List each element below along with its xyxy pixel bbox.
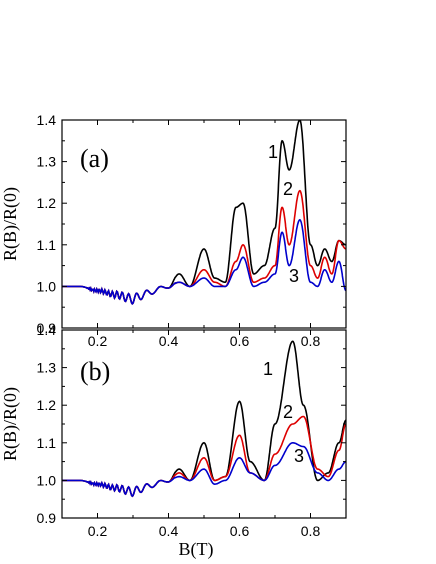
curve-label-2: 2	[283, 402, 293, 422]
y-tick-label: 1.2	[37, 195, 57, 211]
x-tick-label: 0.8	[301, 333, 321, 349]
y-tick-label: 0.9	[37, 510, 57, 526]
curve-label-3: 3	[289, 266, 299, 286]
panel-a: 0.9 1.0 1.1 1.2 1.3 1.4 0.2 0.4 0.6 0.8 R(B)/R(0) (…	[0, 112, 347, 349]
curve-label-2: 2	[283, 179, 293, 199]
x-tick-label: 0.2	[88, 333, 108, 349]
y-tick-label: 1.0	[37, 472, 57, 488]
y-axis-label: R(B)/R(0)	[0, 387, 21, 461]
y-tick-label: 1.4	[37, 112, 57, 128]
x-tick-label: 0.2	[88, 523, 108, 539]
y-tick-label: 1.1	[37, 237, 57, 253]
series-group	[62, 120, 346, 305]
x-axis-label: B(T)	[179, 539, 214, 560]
x-tick-label: 0.4	[159, 333, 179, 349]
y-tick-label: 1.4	[37, 322, 57, 338]
curve-label-1: 1	[263, 359, 273, 379]
panel-label: (b)	[80, 357, 110, 386]
panel-label: (a)	[80, 144, 109, 173]
panel-b: 0.9 1.0 1.1 1.2 1.3 1.4 0.2 0.4 0.6 0.8 R(B)/R(0) B…	[0, 322, 347, 560]
x-tick-label: 0.4	[159, 523, 179, 539]
y-tick-label: 1.0	[37, 278, 57, 294]
x-tick-label: 0.6	[230, 523, 250, 539]
curve-label-1: 1	[268, 142, 278, 162]
x-tick-label: 0.6	[230, 333, 250, 349]
y-tick-label: 1.3	[37, 154, 57, 170]
y-tick-label: 1.1	[37, 435, 57, 451]
y-tick-label: 1.2	[37, 397, 57, 413]
series-line-3	[62, 442, 346, 498]
y-axis-label: R(B)/R(0)	[0, 187, 21, 261]
series-line-3	[62, 218, 346, 305]
x-tick-label: 0.8	[301, 523, 321, 539]
y-tick-label: 0.9	[37, 320, 57, 336]
y-tick-label: 1.3	[37, 360, 57, 376]
curve-label-3: 3	[294, 446, 304, 466]
series-line-2	[62, 189, 346, 305]
series-group	[62, 340, 346, 498]
